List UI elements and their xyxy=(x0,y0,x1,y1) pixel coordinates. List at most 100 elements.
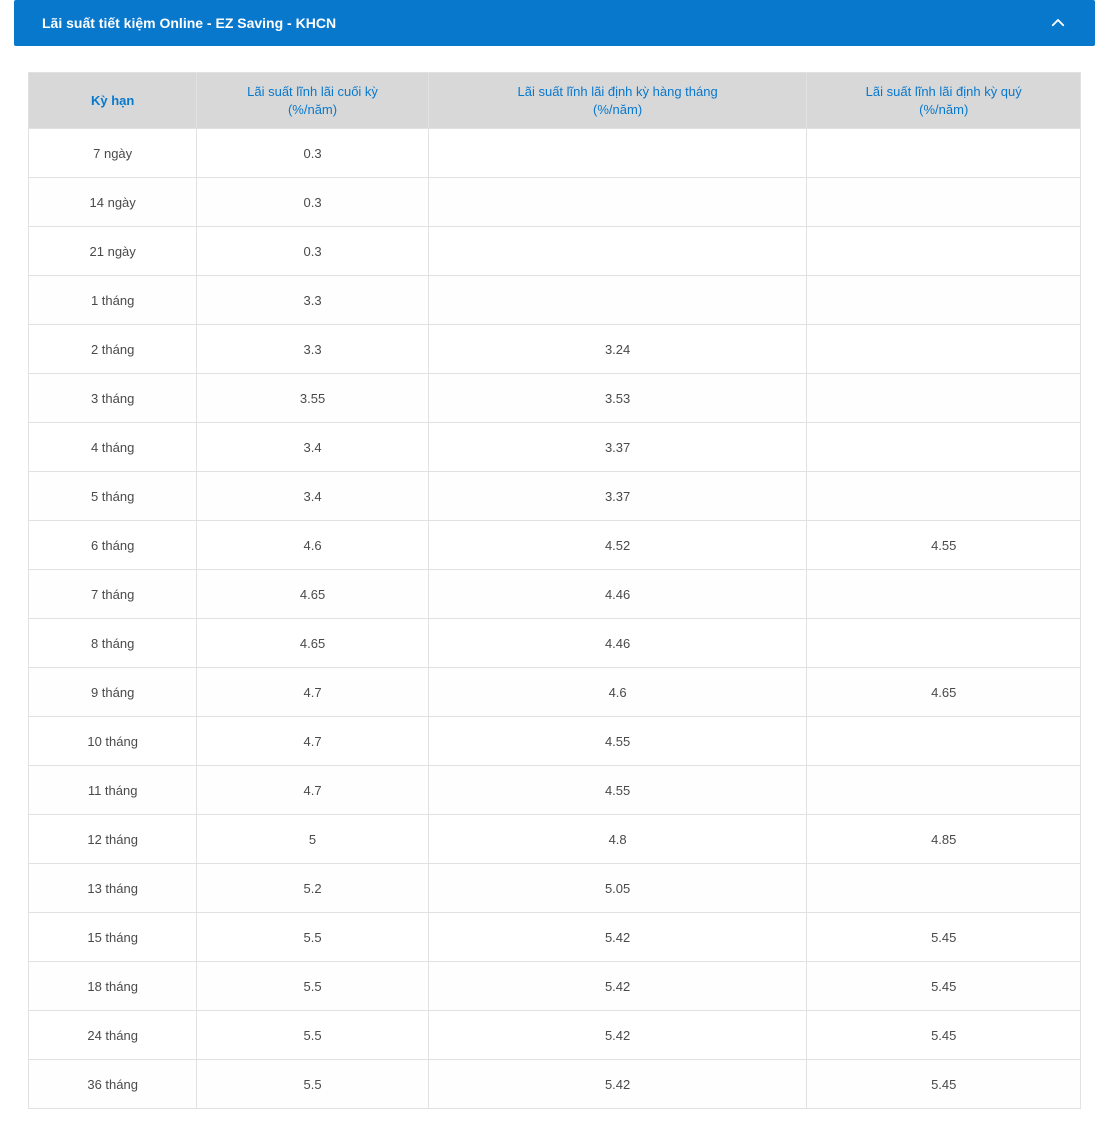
table-row: 7 tháng4.654.46 xyxy=(29,570,1081,619)
col-header-end-line1: Lãi suất lĩnh lãi cuối kỳ xyxy=(205,83,419,101)
cell-end: 3.4 xyxy=(197,423,428,472)
cell-term: 15 tháng xyxy=(29,913,197,962)
table-row: 5 tháng3.43.37 xyxy=(29,472,1081,521)
cell-monthly xyxy=(428,129,807,178)
col-header-monthly-line1: Lãi suất lĩnh lãi định kỳ hàng tháng xyxy=(437,83,799,101)
cell-quarterly: 5.45 xyxy=(807,1011,1081,1060)
cell-end: 0.3 xyxy=(197,178,428,227)
accordion-header[interactable]: Lãi suất tiết kiệm Online - EZ Saving - … xyxy=(14,0,1095,46)
cell-term: 21 ngày xyxy=(29,227,197,276)
col-header-quarterly-line2: (%/năm) xyxy=(815,101,1072,119)
table-row: 12 tháng54.84.85 xyxy=(29,815,1081,864)
table-header-row: Kỳ hạn Lãi suất lĩnh lãi cuối kỳ (%/năm)… xyxy=(29,73,1081,129)
cell-monthly: 4.6 xyxy=(428,668,807,717)
cell-end: 4.7 xyxy=(197,668,428,717)
col-header-end: Lãi suất lĩnh lãi cuối kỳ (%/năm) xyxy=(197,73,428,129)
table-row: 36 tháng5.55.425.45 xyxy=(29,1060,1081,1109)
page-container: Lãi suất tiết kiệm Online - EZ Saving - … xyxy=(0,0,1109,1129)
cell-end: 5.5 xyxy=(197,962,428,1011)
cell-monthly: 5.05 xyxy=(428,864,807,913)
table-row: 10 tháng4.74.55 xyxy=(29,717,1081,766)
cell-quarterly xyxy=(807,864,1081,913)
cell-quarterly: 4.65 xyxy=(807,668,1081,717)
cell-end: 5 xyxy=(197,815,428,864)
cell-quarterly xyxy=(807,374,1081,423)
cell-monthly: 3.24 xyxy=(428,325,807,374)
cell-quarterly xyxy=(807,325,1081,374)
cell-quarterly xyxy=(807,619,1081,668)
cell-monthly: 3.53 xyxy=(428,374,807,423)
cell-end: 4.7 xyxy=(197,766,428,815)
cell-term: 9 tháng xyxy=(29,668,197,717)
table-row: 6 tháng4.64.524.55 xyxy=(29,521,1081,570)
chevron-up-icon xyxy=(1049,14,1067,32)
accordion-title: Lãi suất tiết kiệm Online - EZ Saving - … xyxy=(42,15,336,31)
cell-monthly: 3.37 xyxy=(428,423,807,472)
cell-term: 2 tháng xyxy=(29,325,197,374)
rate-table: Kỳ hạn Lãi suất lĩnh lãi cuối kỳ (%/năm)… xyxy=(28,72,1081,1109)
cell-term: 8 tháng xyxy=(29,619,197,668)
cell-end: 4.65 xyxy=(197,619,428,668)
cell-term: 4 tháng xyxy=(29,423,197,472)
cell-term: 24 tháng xyxy=(29,1011,197,1060)
cell-quarterly xyxy=(807,717,1081,766)
cell-quarterly xyxy=(807,178,1081,227)
cell-quarterly xyxy=(807,766,1081,815)
cell-monthly xyxy=(428,178,807,227)
cell-term: 7 tháng xyxy=(29,570,197,619)
cell-term: 12 tháng xyxy=(29,815,197,864)
table-row: 3 tháng3.553.53 xyxy=(29,374,1081,423)
cell-end: 5.5 xyxy=(197,1060,428,1109)
cell-quarterly xyxy=(807,129,1081,178)
cell-monthly: 5.42 xyxy=(428,913,807,962)
cell-term: 1 tháng xyxy=(29,276,197,325)
table-row: 18 tháng5.55.425.45 xyxy=(29,962,1081,1011)
cell-end: 3.3 xyxy=(197,276,428,325)
table-row: 7 ngày0.3 xyxy=(29,129,1081,178)
cell-quarterly xyxy=(807,227,1081,276)
col-header-term: Kỳ hạn xyxy=(29,73,197,129)
table-row: 11 tháng4.74.55 xyxy=(29,766,1081,815)
cell-monthly: 4.46 xyxy=(428,619,807,668)
col-header-quarterly: Lãi suất lĩnh lãi định kỳ quý (%/năm) xyxy=(807,73,1081,129)
table-row: 15 tháng5.55.425.45 xyxy=(29,913,1081,962)
cell-monthly: 5.42 xyxy=(428,1011,807,1060)
cell-monthly: 4.55 xyxy=(428,766,807,815)
cell-quarterly: 5.45 xyxy=(807,962,1081,1011)
table-row: 14 ngày0.3 xyxy=(29,178,1081,227)
cell-monthly: 4.46 xyxy=(428,570,807,619)
col-header-monthly: Lãi suất lĩnh lãi định kỳ hàng tháng (%/… xyxy=(428,73,807,129)
cell-end: 5.5 xyxy=(197,1011,428,1060)
cell-end: 4.6 xyxy=(197,521,428,570)
cell-monthly xyxy=(428,227,807,276)
cell-term: 11 tháng xyxy=(29,766,197,815)
cell-quarterly: 4.55 xyxy=(807,521,1081,570)
rate-table-body: 7 ngày0.314 ngày0.321 ngày0.31 tháng3.32… xyxy=(29,129,1081,1109)
cell-monthly: 4.55 xyxy=(428,717,807,766)
cell-end: 4.7 xyxy=(197,717,428,766)
cell-monthly: 4.52 xyxy=(428,521,807,570)
cell-monthly: 5.42 xyxy=(428,962,807,1011)
cell-end: 4.65 xyxy=(197,570,428,619)
cell-end: 0.3 xyxy=(197,227,428,276)
col-header-term-line1: Kỳ hạn xyxy=(37,92,188,110)
cell-end: 0.3 xyxy=(197,129,428,178)
cell-term: 3 tháng xyxy=(29,374,197,423)
table-row: 1 tháng3.3 xyxy=(29,276,1081,325)
table-row: 21 ngày0.3 xyxy=(29,227,1081,276)
cell-monthly: 3.37 xyxy=(428,472,807,521)
col-header-quarterly-line1: Lãi suất lĩnh lãi định kỳ quý xyxy=(815,83,1072,101)
cell-term: 14 ngày xyxy=(29,178,197,227)
cell-quarterly: 5.45 xyxy=(807,913,1081,962)
cell-end: 3.55 xyxy=(197,374,428,423)
cell-term: 6 tháng xyxy=(29,521,197,570)
cell-monthly: 4.8 xyxy=(428,815,807,864)
cell-quarterly: 5.45 xyxy=(807,1060,1081,1109)
cell-end: 3.3 xyxy=(197,325,428,374)
cell-quarterly xyxy=(807,423,1081,472)
col-header-end-line2: (%/năm) xyxy=(205,101,419,119)
cell-quarterly: 4.85 xyxy=(807,815,1081,864)
table-row: 8 tháng4.654.46 xyxy=(29,619,1081,668)
cell-term: 18 tháng xyxy=(29,962,197,1011)
cell-quarterly xyxy=(807,570,1081,619)
